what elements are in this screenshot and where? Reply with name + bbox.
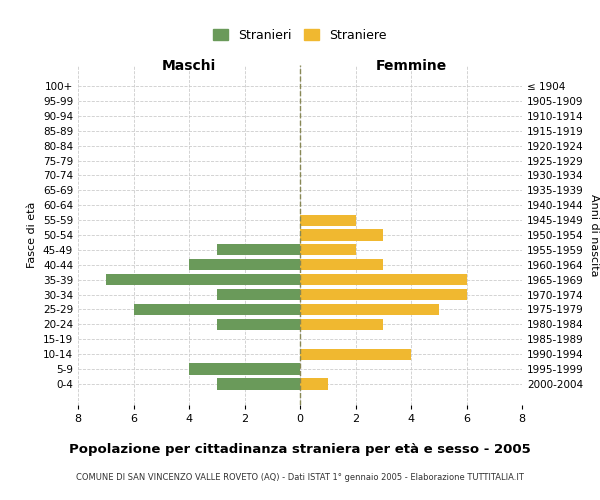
Text: Femmine: Femmine (376, 58, 446, 72)
Bar (189, 259, 300, 270)
Bar (300, 348, 411, 360)
Bar (217, 289, 300, 300)
Bar (300, 230, 383, 240)
Bar (217, 244, 300, 256)
Bar (133, 304, 300, 315)
Bar (189, 364, 300, 374)
Bar (300, 244, 355, 256)
Bar (300, 378, 328, 390)
Bar (217, 378, 300, 390)
Bar (300, 319, 383, 330)
Bar (106, 274, 300, 285)
Bar (300, 289, 467, 300)
Legend: Stranieri, Straniere: Stranieri, Straniere (208, 24, 392, 46)
Bar (300, 259, 383, 270)
Bar (217, 319, 300, 330)
Y-axis label: Anni di nascita: Anni di nascita (589, 194, 599, 276)
Bar (300, 274, 467, 285)
Bar (300, 304, 439, 315)
Text: Maschi: Maschi (162, 58, 216, 72)
Text: Popolazione per cittadinanza straniera per età e sesso - 2005: Popolazione per cittadinanza straniera p… (69, 442, 531, 456)
Bar (300, 214, 355, 226)
Text: COMUNE DI SAN VINCENZO VALLE ROVETO (AQ) - Dati ISTAT 1° gennaio 2005 - Elaboraz: COMUNE DI SAN VINCENZO VALLE ROVETO (AQ)… (76, 472, 524, 482)
Y-axis label: Fasce di età: Fasce di età (28, 202, 37, 268)
